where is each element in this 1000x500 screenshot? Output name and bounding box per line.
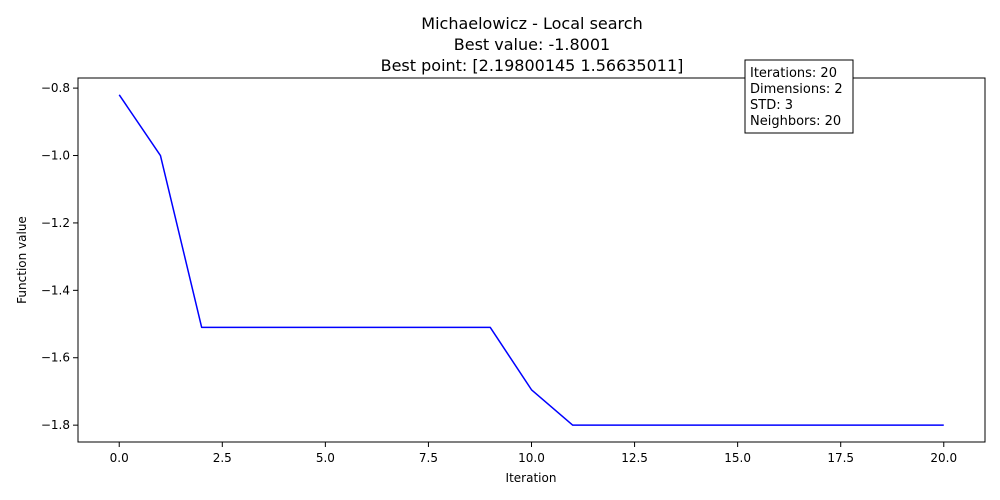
- chart-title-line-2: Best value: -1.8001: [454, 35, 610, 54]
- info-box-frame: [744, 59, 854, 134]
- y-tick-label: −1.4: [41, 283, 70, 297]
- chart-title-line-3: Best point: [2.19800145 1.56635011]: [381, 56, 684, 75]
- chart-title-line-1: Michaelowicz - Local search: [421, 14, 642, 33]
- info-box: Iterations: 20 Dimensions: 2 STD: 3 Neig…: [744, 59, 854, 134]
- x-tick-label: 12.5: [621, 451, 648, 465]
- x-tick-label: 0.0: [110, 451, 129, 465]
- x-tick-label: 20.0: [930, 451, 957, 465]
- y-tick-label: −0.8: [41, 81, 70, 95]
- x-axis-label: Iteration: [506, 471, 557, 485]
- x-tick-label: 15.0: [724, 451, 751, 465]
- y-tick-label: −1.8: [41, 418, 70, 432]
- series-line: [118, 94, 944, 426]
- y-tick-label: −1.2: [41, 216, 70, 230]
- y-tick-label: −1.6: [41, 351, 70, 365]
- x-tick-label: 2.5: [213, 451, 232, 465]
- x-tick-label: 10.0: [518, 451, 545, 465]
- info-iterations: Iterations: 20: [750, 66, 837, 81]
- chart-title: Michaelowicz - Local search Best value: …: [381, 14, 684, 75]
- x-axis-ticks: 0.0 2.5 5.0 7.5 10.0 12.5 15.0 17.5 20.0: [110, 442, 957, 465]
- x-tick-label: 7.5: [419, 451, 438, 465]
- info-neighbors: Neighbors: 20: [750, 114, 841, 129]
- y-tick-label: −1.0: [41, 149, 70, 163]
- x-tick-label: 17.5: [827, 451, 854, 465]
- x-tick-label: 5.0: [316, 451, 335, 465]
- info-std: STD: 3: [750, 98, 793, 113]
- y-axis-ticks: −0.8 −1.0 −1.2 −1.4 −1.6 −1.8: [41, 81, 78, 432]
- info-dimensions: Dimensions: 2: [750, 82, 843, 97]
- series-layer: [118, 94, 944, 426]
- y-axis-label: Function value: [15, 216, 29, 304]
